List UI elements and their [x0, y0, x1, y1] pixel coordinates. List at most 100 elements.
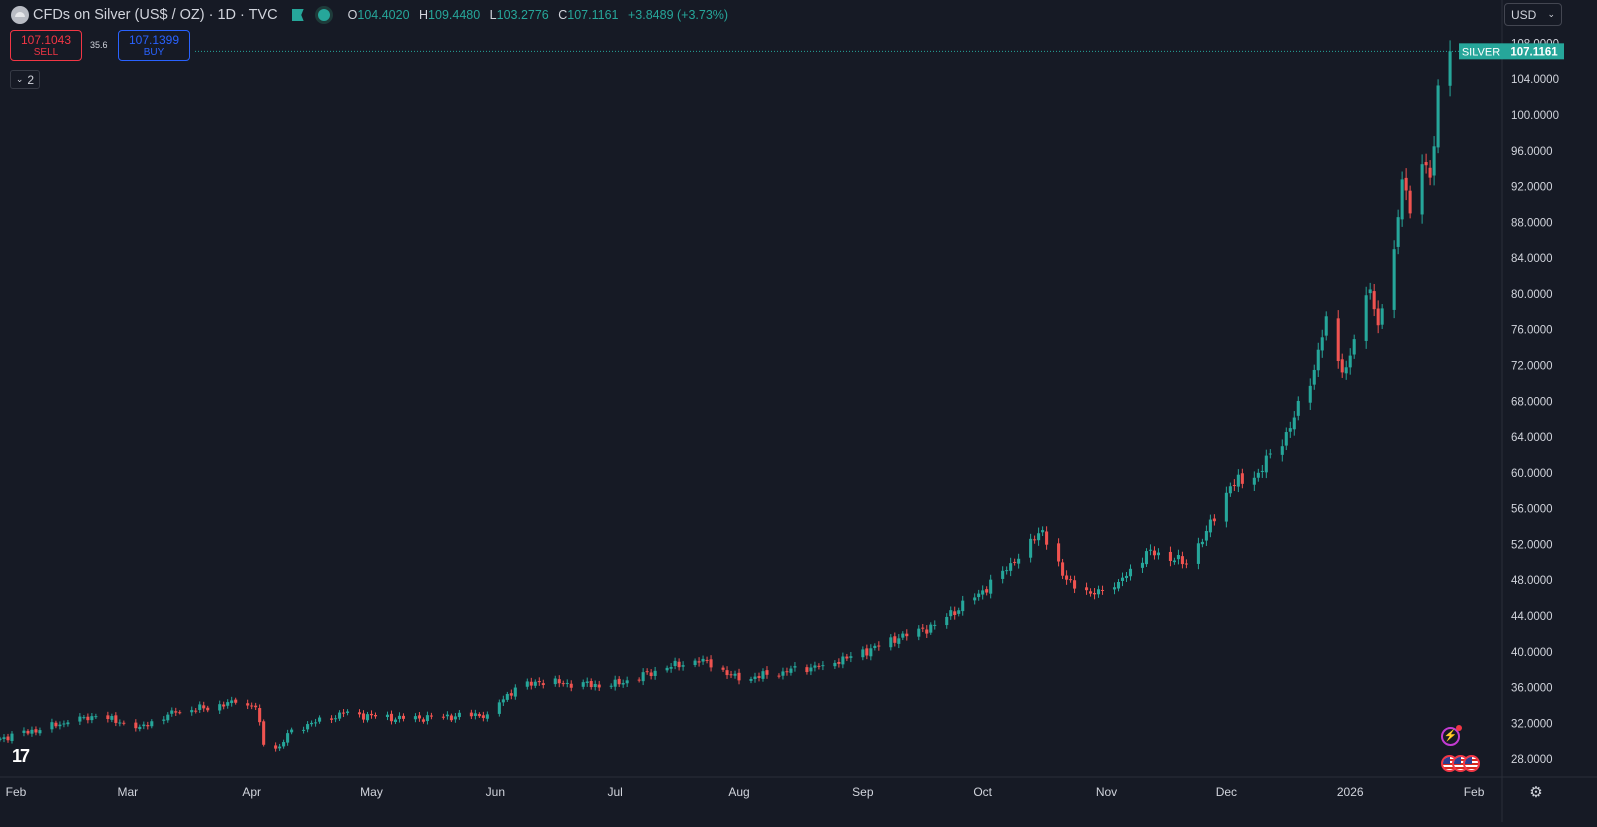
us-flag-icon[interactable]: [1463, 755, 1480, 772]
candle-body: [933, 624, 937, 626]
candle-body: [290, 729, 294, 733]
symbol-tag-label: SILVER: [1462, 46, 1500, 58]
sell-label: SELL: [33, 47, 59, 58]
candle-body: [50, 722, 54, 730]
candle-body: [469, 712, 473, 717]
candle-body: [106, 715, 110, 720]
candle-body: [1240, 473, 1244, 484]
candle-body: [194, 710, 198, 712]
candle-body: [1436, 85, 1440, 148]
candle-body: [1348, 355, 1352, 368]
candle-body: [621, 683, 625, 685]
candle-body: [1408, 190, 1412, 214]
candle-body: [821, 665, 825, 667]
currency-value: USD: [1511, 7, 1537, 22]
candle-body: [226, 702, 230, 706]
buy-button[interactable]: 107.1399 BUY: [118, 30, 190, 61]
candle-body: [198, 704, 202, 710]
candle-body: [1196, 543, 1200, 564]
y-tick-label: 48.0000: [1511, 575, 1553, 587]
currency-select[interactable]: USD ⌄: [1504, 3, 1562, 26]
y-tick-label: 96.0000: [1511, 146, 1553, 158]
candle-body: [1029, 538, 1033, 558]
candle-body: [557, 679, 561, 684]
candle-body: [1344, 367, 1348, 374]
candle-body: [725, 670, 729, 676]
candle-body: [118, 722, 122, 724]
gear-icon[interactable]: ⚙: [1529, 784, 1543, 801]
candle-body: [873, 645, 877, 648]
candle-body: [34, 729, 38, 733]
candle-body: [981, 590, 985, 595]
candle-body: [813, 665, 817, 668]
economic-events-flags[interactable]: [1441, 755, 1480, 772]
candle-body: [865, 648, 869, 656]
sell-button[interactable]: 107.1043 SELL: [10, 30, 82, 61]
candle-body: [1380, 308, 1384, 325]
candle-body: [122, 722, 126, 724]
indicators-toggle-button[interactable]: ⌄ 2: [10, 70, 40, 89]
candle-body: [6, 736, 10, 741]
candle-body: [1041, 530, 1045, 533]
candle-body: [1404, 177, 1408, 191]
candle-body: [1065, 575, 1069, 580]
lightning-icon[interactable]: ⚡: [1441, 725, 1462, 746]
candle-body: [849, 656, 853, 658]
candle-body: [369, 713, 374, 716]
candle-body: [1256, 472, 1260, 478]
candle-body: [1264, 455, 1268, 473]
candle-body: [1001, 570, 1005, 579]
candle-body: [597, 684, 601, 688]
symbol-title[interactable]: CFDs on Silver (US$ / OZ) · 1D · TVC: [33, 7, 278, 23]
candle-body: [1172, 560, 1176, 563]
candle-body: [1252, 477, 1256, 485]
tradingview-logo[interactable]: 17: [12, 746, 30, 766]
candle-body: [1232, 485, 1236, 487]
candle-body: [1184, 563, 1188, 565]
x-tick-label: Dec: [1216, 785, 1237, 799]
candle-body: [94, 716, 98, 718]
y-tick-label: 80.0000: [1511, 289, 1553, 301]
candle-body: [841, 656, 845, 665]
flag-icon[interactable]: [291, 9, 304, 21]
candle-body: [413, 716, 417, 720]
x-tick-label: Feb: [1464, 785, 1485, 799]
candle-body: [1212, 518, 1216, 522]
candle-body: [1144, 551, 1149, 565]
candle-body: [1292, 417, 1296, 430]
candle-body: [1069, 579, 1073, 581]
candle-body: [509, 693, 513, 696]
y-tick-label: 72.0000: [1511, 360, 1553, 372]
candle-body: [809, 667, 813, 672]
candle-body: [1320, 337, 1324, 351]
y-tick-label: 44.0000: [1511, 611, 1553, 623]
candle-body: [701, 658, 705, 662]
candle-body: [985, 589, 989, 593]
candle-body: [1085, 587, 1089, 591]
candle-body: [26, 730, 30, 734]
high-label: H: [419, 8, 429, 22]
candle-body: [581, 682, 585, 687]
candle-body: [1033, 539, 1037, 541]
indicators-count: 2: [27, 72, 35, 87]
candle-body: [729, 674, 733, 676]
candle-body: [262, 721, 266, 745]
open-label: O: [347, 8, 358, 22]
candle-body: [38, 730, 42, 734]
candle-body: [1236, 474, 1240, 487]
events-indicator[interactable]: ⚡: [1441, 725, 1462, 746]
x-tick-label: Sep: [852, 785, 874, 799]
market-status-icon[interactable]: [317, 9, 330, 21]
y-tick-label: 36.0000: [1511, 683, 1553, 695]
candle-body: [282, 742, 286, 747]
candle-body: [1428, 167, 1432, 178]
candle-body: [781, 671, 785, 676]
candle-body: [1124, 575, 1129, 579]
candle-body: [2, 737, 6, 739]
candle-body: [753, 676, 757, 679]
candle-body: [82, 717, 86, 719]
candle-body: [553, 678, 557, 685]
candle-body: [833, 662, 837, 667]
